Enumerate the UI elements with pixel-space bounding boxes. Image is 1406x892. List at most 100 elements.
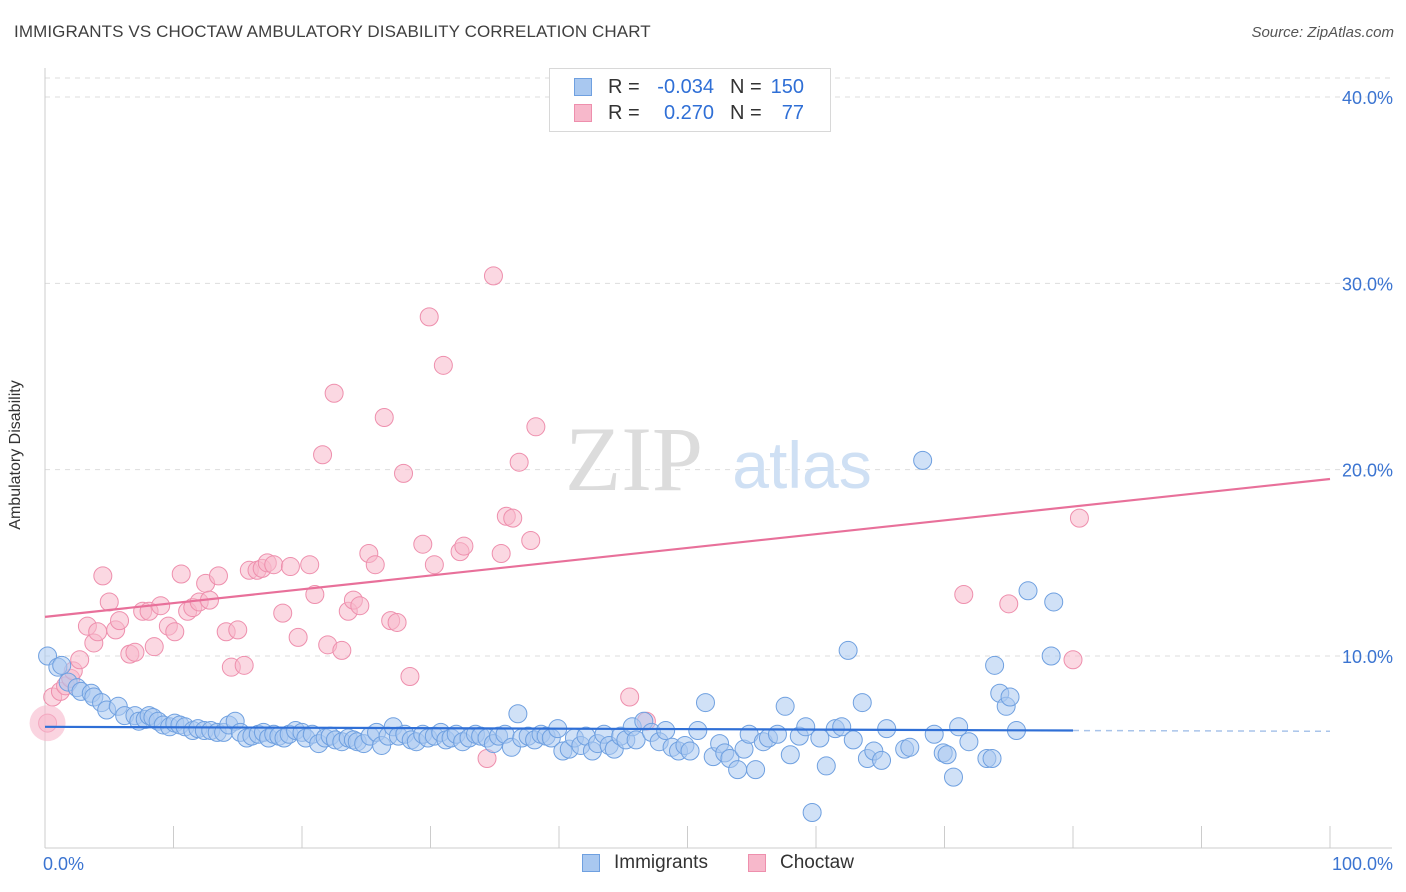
- choctaw-point: [374, 407, 394, 427]
- r-value: 0.270: [663, 102, 714, 124]
- immigrant-point: [832, 717, 852, 737]
- choctaw-point: [88, 622, 108, 642]
- immigrants-legend-label: Immigrants: [614, 852, 708, 873]
- trend-lines: [44, 477, 1331, 733]
- immigrant-point: [656, 721, 676, 741]
- immigrant-point: [688, 721, 708, 741]
- choctaw-point: [332, 640, 352, 660]
- immigrant-point: [838, 640, 858, 660]
- immigrant-point: [796, 717, 816, 737]
- immigrant-point: [52, 655, 72, 675]
- immigrant-point: [924, 724, 944, 744]
- immigrant-point: [802, 803, 822, 823]
- x-tick-label: 0.0%: [43, 854, 84, 874]
- choctaw-point: [1063, 650, 1083, 670]
- n-label: N =: [730, 76, 762, 98]
- y-tick-label: 10.0%: [1342, 647, 1393, 667]
- choctaw-point: [70, 650, 90, 670]
- immigrant-point: [1018, 581, 1038, 601]
- choctaw-point: [954, 585, 974, 605]
- choctaw-point: [324, 383, 344, 403]
- immigrants-legend-swatch: [582, 854, 600, 872]
- choctaw-point: [503, 508, 523, 528]
- immigrant-point: [780, 745, 800, 765]
- immigrant-point: [816, 756, 836, 776]
- immigrants-points: [38, 450, 1064, 823]
- choctaw-point: [365, 555, 385, 575]
- choctaw-legend-label: Choctaw: [780, 852, 854, 873]
- choctaw-point: [413, 534, 433, 554]
- immigrant-point: [949, 717, 969, 737]
- choctaw-point: [273, 603, 293, 623]
- choctaw-point: [234, 655, 254, 675]
- tick-labels: 10.0% 20.0% 30.0% 40.0% 0.0% 100.0%: [43, 88, 1393, 874]
- immigrant-point: [959, 732, 979, 752]
- n-value: 77: [781, 102, 804, 124]
- choctaw-point: [350, 596, 370, 616]
- immigrant-point: [508, 704, 528, 724]
- choctaw-point: [288, 627, 308, 647]
- immigrant-point: [775, 696, 795, 716]
- immigrant-point: [746, 760, 766, 780]
- choctaw-legend-swatch: [748, 854, 766, 872]
- immigrant-point: [872, 750, 892, 770]
- choctaw-point: [280, 557, 300, 577]
- choctaw-point: [387, 612, 407, 632]
- choctaw-point: [999, 594, 1019, 614]
- chart-title: IMMIGRANTS VS CHOCTAW AMBULATORY DISABIL…: [14, 22, 651, 41]
- correlation-legend: R = -0.034 N = 150 R = 0.270 N = 77: [549, 68, 831, 132]
- choctaw-point: [110, 611, 130, 631]
- choctaw-point: [433, 355, 453, 375]
- immigrant-point: [877, 719, 897, 739]
- choctaw-point: [509, 452, 529, 472]
- watermark: ZIP atlas: [565, 408, 872, 510]
- immigrant-point: [982, 748, 1002, 768]
- immigrant-point: [1041, 646, 1061, 666]
- r-label: R =: [608, 102, 640, 124]
- r-label: R =: [608, 76, 640, 98]
- y-tick-label: 20.0%: [1342, 461, 1393, 481]
- immigrant-point: [985, 655, 1005, 675]
- choctaw-point: [264, 555, 284, 575]
- source-label: Source: ZipAtlas.com: [1251, 24, 1394, 41]
- immigrant-point: [1000, 687, 1020, 707]
- immigrant-point: [810, 728, 830, 748]
- choctaw-point: [454, 536, 474, 556]
- immigrant-point: [626, 730, 646, 750]
- immigrant-point: [728, 760, 748, 780]
- x-tick-label: 100.0%: [1332, 854, 1393, 874]
- choctaw-trend-line: [44, 477, 1331, 618]
- watermark-atlas: atlas: [732, 428, 871, 502]
- choctaw-point: [521, 530, 541, 550]
- choctaw-point: [313, 445, 333, 465]
- choctaw-point: [300, 555, 320, 575]
- choctaw-point: [419, 307, 439, 327]
- choctaw-point: [144, 637, 164, 657]
- immigrant-point: [943, 767, 963, 787]
- choctaw-point: [526, 417, 546, 437]
- r-value: -0.034: [657, 76, 714, 98]
- immigrants-trend-extension: [1072, 729, 1331, 733]
- immigrant-point: [843, 730, 863, 750]
- choctaw-point: [394, 463, 414, 483]
- choctaw-point: [1069, 508, 1089, 528]
- choctaw-swatch: [574, 104, 592, 122]
- choctaw-point: [491, 544, 511, 564]
- choctaw-point: [165, 622, 185, 642]
- immigrant-point: [852, 693, 872, 713]
- immigrants-swatch: [574, 78, 592, 96]
- n-label: N =: [730, 102, 762, 124]
- immigrant-point: [1044, 592, 1064, 612]
- immigrants-trend-line: [44, 725, 1074, 732]
- y-tick-label: 40.0%: [1342, 88, 1393, 108]
- choctaw-point: [228, 620, 248, 640]
- legend-row-immigrants: R = -0.034 N = 150: [550, 74, 830, 100]
- choctaw-points: [29, 266, 1089, 768]
- choctaw-point: [620, 687, 640, 707]
- y-tick-label: 30.0%: [1342, 274, 1393, 294]
- choctaw-point: [208, 566, 228, 586]
- choctaw-point: [305, 585, 325, 605]
- choctaw-point: [400, 666, 420, 686]
- immigrant-point: [900, 737, 920, 757]
- choctaw-point: [125, 642, 145, 662]
